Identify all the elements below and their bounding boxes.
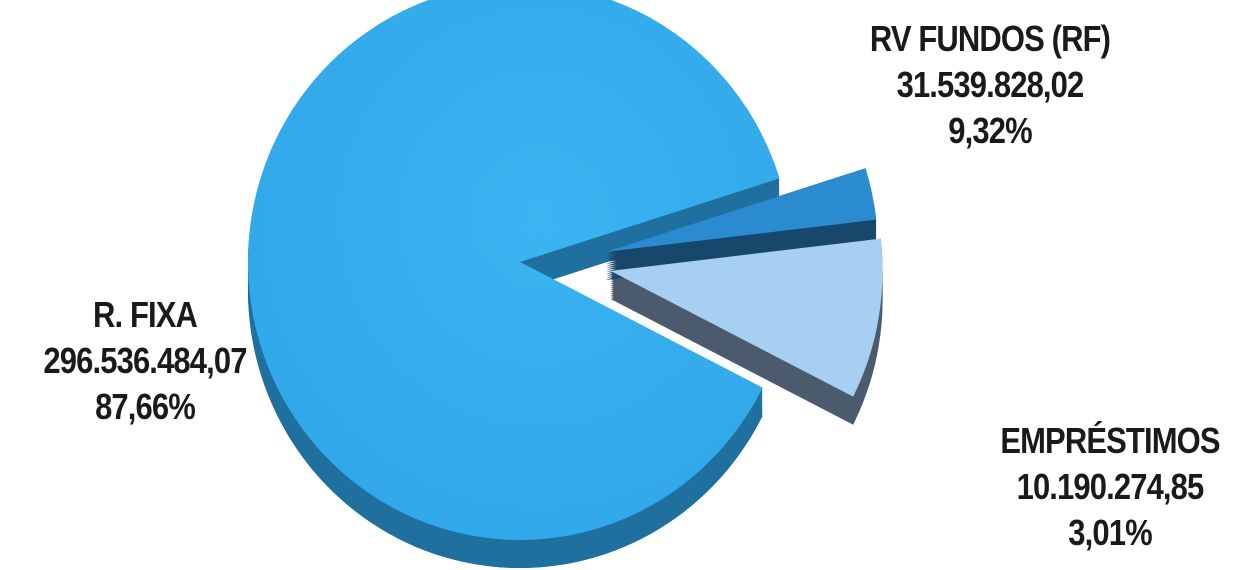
slice-value: 296.536.484,07 [43, 340, 247, 381]
slice-emprestimos [606, 168, 877, 252]
slice-label-r-fixa: R. FIXA 296.536.484,07 87,66% [20, 292, 269, 430]
slice-value: 31.539.828,02 [896, 64, 1085, 105]
slice-rv-fundos [610, 238, 883, 397]
slice-percent: 87,66% [95, 386, 196, 427]
slice-label-emprestimos: EMPRÉSTIMOS 10.190.274,85 3,01% [972, 418, 1247, 556]
slice-percent: 3,01% [1068, 512, 1152, 553]
slice-name: R. FIXA [92, 294, 198, 335]
pie-slices [248, 0, 883, 540]
slice-percent: 9,32% [948, 110, 1032, 151]
slice-name: RV FUNDOS (RF) [869, 18, 1111, 59]
slice-value: 10.190.274,85 [1016, 466, 1205, 507]
slice-r-fixa [248, 0, 780, 540]
slice-name: EMPRÉSTIMOS [1000, 420, 1220, 461]
slice-label-rv-fundos: RV FUNDOS (RF) 31.539.828,02 9,32% [801, 16, 1179, 154]
